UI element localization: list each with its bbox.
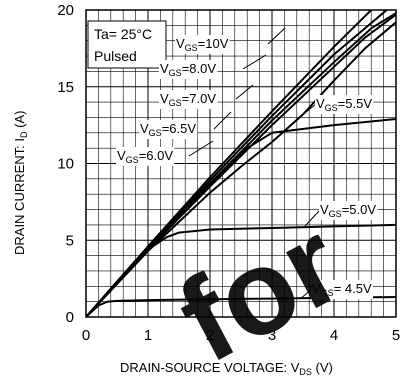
x-tick-label: 5 <box>392 327 400 344</box>
series-label-background <box>315 95 374 114</box>
x-tick-label: 3 <box>268 327 276 344</box>
series-label-text: VGS=5.0V <box>320 202 376 219</box>
label-leaders <box>188 27 321 300</box>
series-label-text: VGS=10V <box>176 36 229 53</box>
series-label-background <box>311 280 373 299</box>
x-tick-label: 0 <box>82 327 90 344</box>
series-label-text: VGS=7.0V <box>160 91 216 108</box>
series-label-background <box>159 60 218 79</box>
label-leader-line <box>304 209 321 227</box>
series-label: VGS= 4.5V <box>311 280 373 299</box>
y-tick-label: 15 <box>57 79 74 96</box>
series-label: VGS=5.5V <box>315 95 374 114</box>
series-label-text: VGS=6.0V <box>117 148 173 165</box>
series-label-text: VGS= 4.5V <box>312 281 372 298</box>
series-label-background <box>175 35 230 54</box>
label-leader-line <box>188 140 214 157</box>
series-label-text: VGS=6.5V <box>140 121 196 138</box>
series-label: VGS=7.0V <box>159 90 218 109</box>
series-line <box>86 223 396 317</box>
series-line <box>86 21 396 317</box>
series-label: VGS=8.0V <box>159 60 218 79</box>
y-tick-label: 0 <box>66 309 74 326</box>
y-tick-label: 5 <box>66 232 74 249</box>
y-tick-label: 20 <box>57 2 74 19</box>
x-tick-label: 1 <box>144 327 152 344</box>
label-leader-line <box>299 288 313 300</box>
x-axis-label: DRAIN-SOURCE VOLTAGE: VDS (V) <box>120 360 333 377</box>
series-labels: VGS=10V VGS=8.0V VGS=7.0V VGS=6.5V VGS=6.0V V… <box>116 35 378 299</box>
y-tick-labels: 0 5 10 15 20 <box>57 2 74 326</box>
condition-temperature: Ta= 25°C <box>94 26 152 42</box>
series-label-background <box>319 201 378 220</box>
condition-pulsed: Pulsed <box>94 48 137 64</box>
series-label: VGS=10V <box>175 35 230 54</box>
series-label-background <box>159 90 218 109</box>
label-leader-line <box>213 111 232 130</box>
label-leader-line <box>242 54 267 70</box>
series-label-text: VGS=8.0V <box>160 61 216 78</box>
label-leader-line <box>267 27 286 45</box>
curves <box>86 10 396 317</box>
series-label: VGS=6.0V <box>116 147 175 166</box>
y-tick-label: 10 <box>57 156 74 173</box>
x-tick-label: 4 <box>330 327 338 344</box>
conditions-box <box>87 20 167 69</box>
x-tick-labels: 0 1 2 3 4 5 <box>82 327 400 344</box>
series-label-background <box>139 120 198 139</box>
series-label-background <box>116 147 175 166</box>
x-tick-label: 2 <box>206 327 214 344</box>
label-leader-line <box>235 84 254 100</box>
series-label: VGS=5.0V <box>319 201 378 220</box>
series-label-text: VGS=5.5V <box>316 96 372 113</box>
series-label: VGS=6.5V <box>139 120 198 139</box>
y-axis-label: DRAIN CURRENT: ID (A) <box>12 111 29 255</box>
plot-frame <box>85 9 397 318</box>
label-leader-line <box>299 103 317 118</box>
